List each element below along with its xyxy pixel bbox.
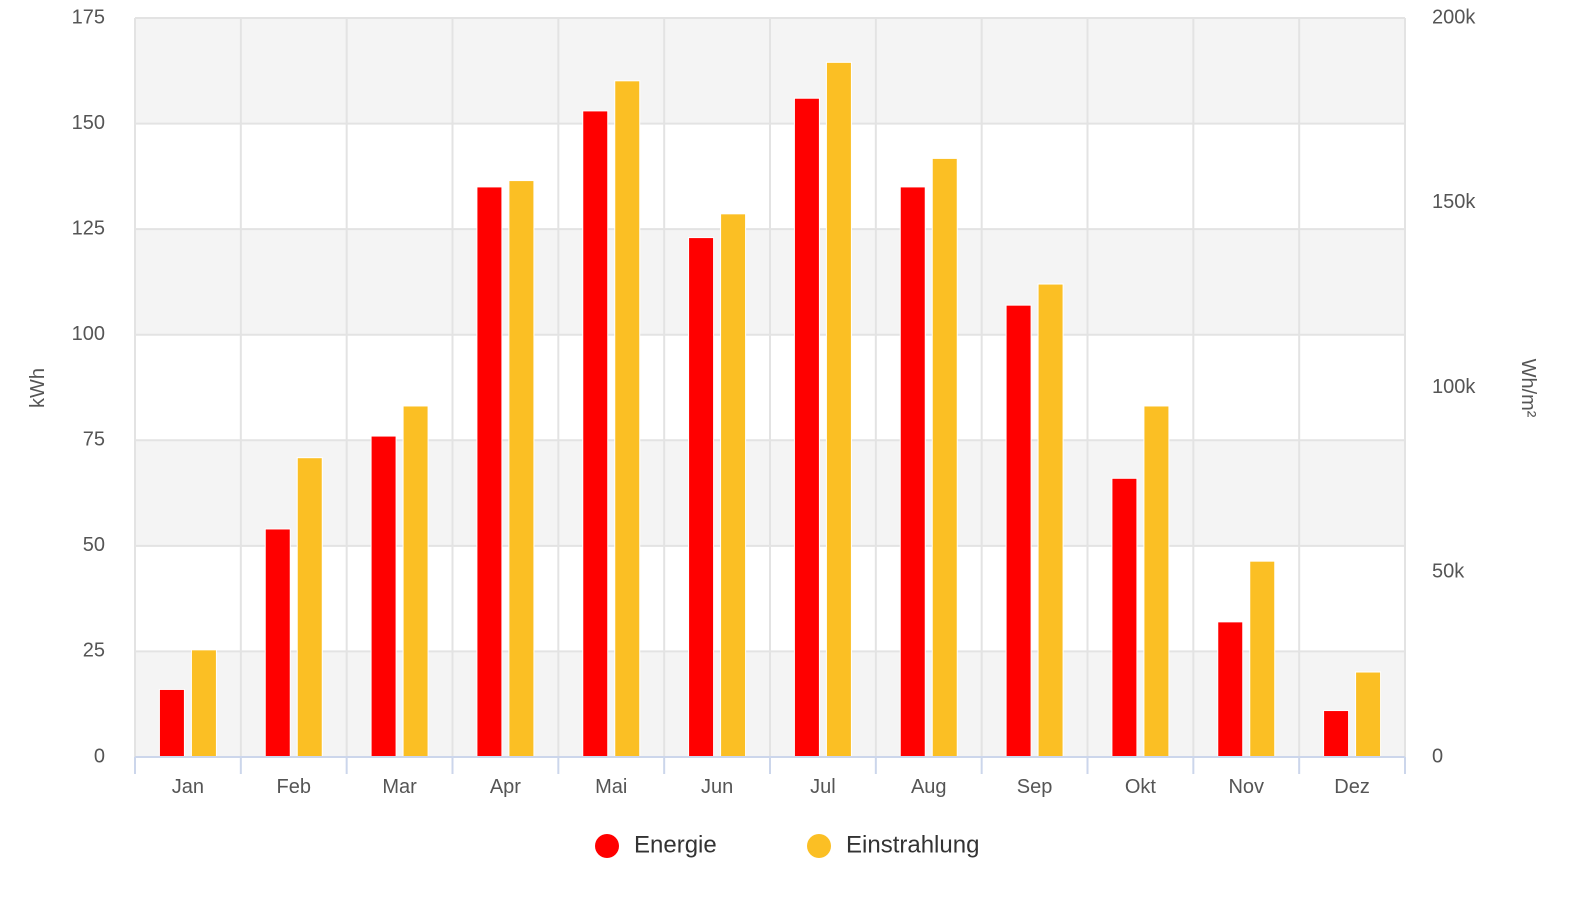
left-tick-label: 50	[83, 534, 105, 556]
legend-label: Energie	[634, 831, 717, 858]
left-axis-title: kWh	[27, 368, 49, 408]
right-tick-label: 100k	[1432, 376, 1476, 398]
bar-energie	[476, 186, 503, 758]
bar-einstrahlung	[720, 213, 747, 758]
bar-energie	[793, 97, 820, 758]
bar-einstrahlung	[1037, 283, 1064, 758]
bar-einstrahlung	[825, 61, 852, 758]
bar-energie	[899, 186, 926, 758]
bar-energie	[582, 110, 609, 758]
left-tick-label: 100	[72, 323, 105, 345]
legend: Energie Einstrahlung	[595, 831, 979, 858]
bar-energie	[1005, 304, 1032, 758]
right-tick-label: 50k	[1432, 561, 1465, 583]
left-tick-label: 0	[94, 745, 105, 767]
category-label: Jun	[701, 776, 733, 798]
bar-einstrahlung	[1249, 560, 1276, 758]
bar-energie	[1323, 710, 1350, 758]
bar-energie	[158, 688, 185, 758]
left-tick-label: 125	[72, 217, 105, 239]
left-tick-label: 25	[83, 640, 105, 662]
right-tick-label: 150k	[1432, 191, 1476, 213]
bar-energie	[1217, 621, 1244, 758]
bar-einstrahlung	[1355, 671, 1382, 758]
bar-energie	[688, 237, 715, 758]
category-label: Mar	[382, 776, 417, 798]
right-tick-label: 200k	[1432, 6, 1476, 28]
category-label: Okt	[1125, 776, 1157, 798]
bar-einstrahlung	[190, 649, 217, 758]
right-axis-title: Wh/m²	[1517, 359, 1539, 418]
category-label: Dez	[1334, 776, 1370, 798]
legend-marker	[807, 834, 831, 858]
left-tick-label: 150	[72, 112, 105, 134]
bar-energie	[264, 528, 291, 758]
right-axis-ticks: 0 50k 100k 150k 200k	[1432, 6, 1476, 767]
category-label: Feb	[277, 776, 311, 798]
bar-einstrahlung	[614, 80, 641, 758]
left-axis-ticks: 0 25 50 75 100 125 150 175	[72, 6, 105, 767]
bar-einstrahlung	[1143, 405, 1170, 758]
bar-einstrahlung	[402, 405, 429, 758]
legend-marker	[595, 834, 619, 858]
category-label: Nov	[1228, 776, 1264, 798]
bars	[158, 61, 1382, 758]
axes	[134, 756, 1406, 774]
right-tick-label: 0	[1432, 745, 1443, 767]
category-label: Jul	[810, 776, 836, 798]
bar-einstrahlung	[508, 180, 535, 758]
category-labels: Jan Feb Mar Apr Mai Jun Jul Aug Sep Okt Nov Dez	[172, 776, 1370, 798]
category-label: Apr	[490, 776, 521, 798]
bar-energie	[1111, 477, 1138, 758]
bar-einstrahlung	[296, 457, 323, 758]
category-label: Mai	[595, 776, 627, 798]
left-tick-label: 75	[83, 429, 105, 451]
category-label: Aug	[911, 776, 947, 798]
category-label: Jan	[172, 776, 204, 798]
legend-label: Einstrahlung	[846, 831, 979, 858]
bar-einstrahlung	[931, 157, 958, 758]
category-label: Sep	[1017, 776, 1053, 798]
left-tick-label: 175	[72, 6, 105, 28]
bar-energie	[370, 435, 397, 758]
